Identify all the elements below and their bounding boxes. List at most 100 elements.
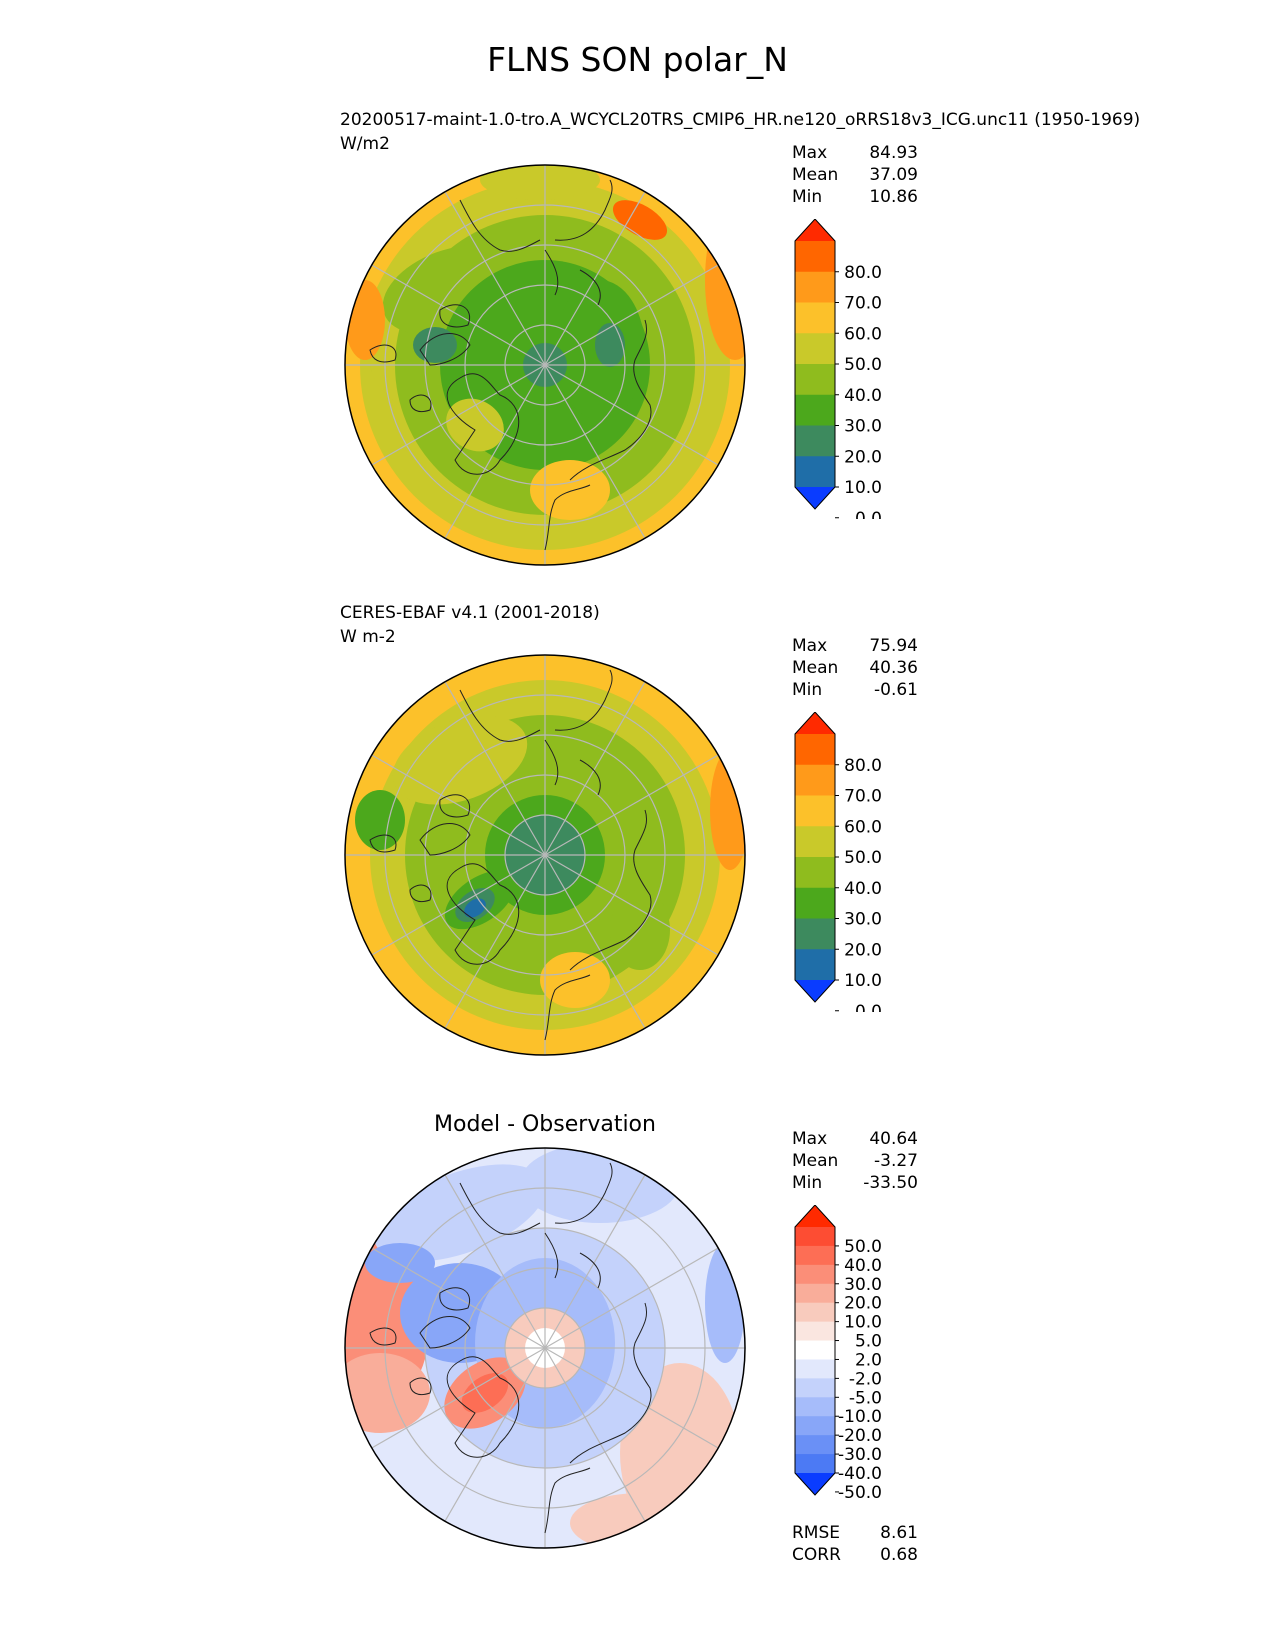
cbar2-extend-min: [795, 980, 835, 1002]
panel2-subtitle: CERES-EBAF v4.1 (2001-2018): [340, 603, 600, 623]
panel3-stat-label: Max: [792, 1129, 828, 1149]
coastline: [446, 1356, 520, 1458]
panel1-stat-label: Min: [792, 187, 823, 207]
cbar1-color-segment: [795, 394, 835, 426]
panel1-stats: Max 84.93 Mean 37.09 Min 10.86: [792, 142, 918, 208]
panel3-stats: Max 40.64 Mean -3.27 Min -33.50: [792, 1128, 918, 1194]
coastline: [569, 1302, 652, 1464]
coastline: [419, 1287, 471, 1349]
undefined-boundary: [344, 654, 746, 1056]
cbar3-tick-label: 5.0: [855, 1332, 882, 1352]
cbar2-extend-max: [795, 712, 835, 734]
cbar3-extend-max: [795, 1205, 835, 1227]
longitude-line: [544, 854, 719, 956]
cbar3-color-segment: [795, 1245, 835, 1266]
cbar2-color-segment: [795, 887, 835, 919]
longitude-line: [371, 1347, 546, 1449]
panel1-stat-value: 37.09: [869, 165, 918, 185]
graticule: [345, 1148, 745, 1548]
coastline: [569, 319, 652, 481]
panel3-title: Model - Observation: [434, 1112, 656, 1137]
cbar1-color-segment: [795, 364, 835, 396]
cbar3-color-segment: [795, 1227, 835, 1247]
cbar1-tick-label: 50.0: [844, 355, 882, 375]
longitude-line: [544, 1174, 646, 1349]
longitude-line: [371, 854, 546, 956]
longitude-line: [371, 364, 546, 466]
coastline: [544, 249, 601, 306]
coastline: [544, 1232, 601, 1289]
panel1-stat-value: 10.86: [869, 187, 918, 207]
rmse-value: 8.61: [880, 1523, 918, 1543]
panel3-colorbar: 50.040.030.020.010.05.02.0-2.0-5.0-10.0-…: [794, 1205, 882, 1503]
cbar1-extend-max: [795, 219, 835, 241]
longitude-line: [544, 1347, 719, 1449]
coastlines: [369, 1162, 652, 1534]
undefined-boundary: [344, 1147, 746, 1549]
cbar3-tick-label: -50.0: [838, 1483, 882, 1503]
cbar3-tick-label: 20.0: [844, 1294, 882, 1314]
coastline: [446, 373, 520, 475]
cbar3-color-segment: [795, 1302, 835, 1323]
undefined-field: [345, 1148, 745, 1548]
longitude-line: [444, 1347, 546, 1522]
cbar1-color-segment: [795, 302, 835, 334]
field-region: [365, 1243, 435, 1283]
cbar3-color-segment: [795, 1397, 835, 1417]
cbar3-tick-label: -20.0: [838, 1426, 882, 1446]
field-region: [464, 898, 486, 918]
cbar1-color-segment: [795, 333, 835, 365]
field-region: [612, 200, 668, 240]
field-region: [345, 280, 385, 360]
longitude-line: [544, 364, 719, 466]
longitude-line: [544, 854, 646, 1029]
cbar1-tick-label: 0.0: [855, 509, 882, 519]
longitude-line: [544, 1347, 646, 1522]
graticule: [345, 165, 745, 565]
panel2-stat-value: 75.94: [869, 636, 918, 656]
cbar3-color-segment: [795, 1454, 835, 1474]
coastline: [369, 834, 432, 903]
rmse-label: RMSE: [792, 1523, 841, 1543]
cbar3-tick-label: -40.0: [838, 1464, 882, 1484]
cbar2-color-segment: [795, 857, 835, 889]
cbar1-tick-label: 40.0: [844, 386, 882, 406]
cbar3-color-segment: [795, 1321, 835, 1342]
cbar2-tick-label: 50.0: [844, 848, 882, 868]
cbar3-color-segment: [795, 1283, 835, 1304]
cbar1-tick-label: 80.0: [844, 263, 882, 283]
cbar3-color-segment: [795, 1416, 835, 1436]
field-region: [595, 323, 625, 367]
cbar2-tick-label: 60.0: [844, 817, 882, 837]
longitude-line: [371, 264, 546, 366]
longitude-line: [371, 1247, 546, 1349]
panel3-stat-label: Mean: [792, 1151, 839, 1171]
longitude-line: [544, 1247, 719, 1349]
cbar2-color-segment: [795, 918, 835, 950]
cbar3-extend-min: [795, 1473, 835, 1495]
panel1-stat-label: Max: [792, 143, 828, 163]
panel2-stat-label: Min: [792, 680, 823, 700]
coastline: [369, 1327, 432, 1396]
field-region: [446, 398, 504, 452]
cbar2-tick-label: 30.0: [844, 910, 882, 930]
graticule: [345, 655, 745, 1055]
cbar1-color-segment: [795, 456, 835, 488]
cbar1-color-segment: [795, 241, 835, 273]
cbar3-tick-label: 10.0: [844, 1313, 882, 1333]
cbar3-tick-label: 30.0: [844, 1275, 882, 1295]
coastline: [419, 794, 471, 856]
cbar3-tick-label: 50.0: [844, 1237, 882, 1257]
cbar2-color-segment: [795, 764, 835, 796]
field-region: [413, 327, 457, 363]
cbar3-color-segment: [795, 1340, 835, 1360]
longitude-line: [544, 264, 719, 366]
coastline: [419, 304, 471, 366]
field-region: [530, 460, 610, 520]
panel3-metrics: RMSE 8.61 CORR 0.68: [792, 1522, 918, 1566]
coastline: [544, 1467, 591, 1534]
panel3-stat-value: 40.64: [869, 1129, 918, 1149]
cbar3-tick-label: -30.0: [838, 1445, 882, 1465]
longitude-line: [444, 681, 546, 856]
cbar2-tick-label: 80.0: [844, 756, 882, 776]
